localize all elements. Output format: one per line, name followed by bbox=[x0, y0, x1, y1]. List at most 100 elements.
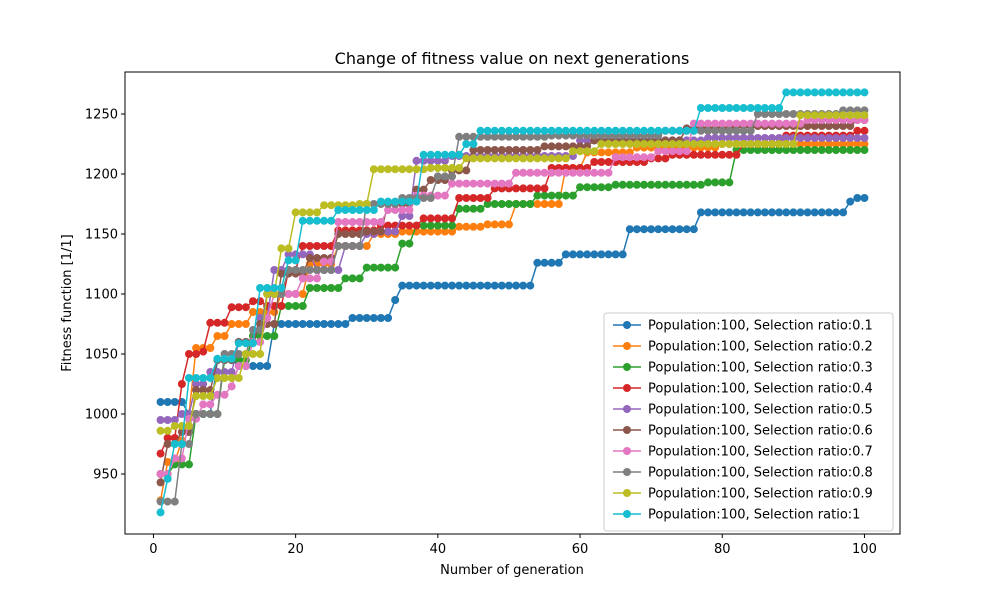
data-point bbox=[654, 126, 663, 135]
data-point bbox=[462, 140, 471, 148]
data-point bbox=[476, 194, 485, 202]
data-point bbox=[782, 208, 791, 217]
legend-marker bbox=[623, 510, 631, 518]
data-point bbox=[348, 274, 357, 283]
data-point bbox=[440, 150, 449, 159]
data-point bbox=[803, 146, 812, 154]
data-point bbox=[192, 410, 201, 418]
data-point bbox=[369, 206, 378, 214]
data-point bbox=[803, 88, 812, 97]
data-point bbox=[775, 104, 784, 112]
data-point bbox=[732, 104, 741, 112]
data-point bbox=[362, 206, 371, 214]
data-point bbox=[298, 216, 307, 225]
data-point bbox=[334, 206, 343, 214]
data-point bbox=[291, 208, 300, 217]
data-point bbox=[184, 440, 193, 448]
data-point bbox=[263, 362, 272, 370]
data-point bbox=[711, 126, 720, 135]
data-point bbox=[732, 126, 741, 135]
data-point bbox=[768, 110, 777, 118]
data-point bbox=[725, 140, 734, 148]
data-point bbox=[270, 320, 279, 328]
data-point bbox=[853, 140, 862, 148]
data-point bbox=[760, 104, 769, 112]
data-point bbox=[426, 281, 435, 290]
data-point bbox=[604, 148, 613, 157]
data-point bbox=[497, 281, 506, 290]
data-point bbox=[760, 140, 769, 148]
data-point bbox=[412, 156, 421, 165]
data-point bbox=[718, 150, 727, 159]
data-point bbox=[789, 208, 798, 217]
data-point bbox=[462, 132, 471, 141]
legend-marker bbox=[623, 321, 631, 329]
data-point bbox=[320, 201, 329, 210]
data-point bbox=[504, 281, 513, 290]
data-point bbox=[810, 111, 819, 120]
data-point bbox=[760, 208, 769, 217]
data-point bbox=[696, 104, 705, 112]
data-point bbox=[248, 362, 257, 370]
data-point bbox=[661, 140, 670, 148]
data-point bbox=[384, 221, 393, 230]
data-point bbox=[817, 88, 826, 97]
data-point bbox=[199, 347, 208, 356]
data-point bbox=[426, 214, 435, 223]
data-point bbox=[163, 458, 172, 466]
data-point bbox=[462, 166, 471, 175]
data-point bbox=[760, 134, 769, 142]
data-point bbox=[803, 111, 812, 120]
data-point bbox=[305, 208, 314, 217]
data-point bbox=[554, 126, 563, 135]
data-point bbox=[384, 206, 393, 214]
data-point bbox=[824, 140, 833, 148]
data-point bbox=[291, 290, 300, 298]
data-point bbox=[504, 179, 513, 188]
data-point bbox=[561, 191, 570, 200]
data-point bbox=[206, 374, 215, 382]
data-point bbox=[270, 332, 279, 340]
legend-label: Population:100, Selection ratio:0.3 bbox=[648, 361, 873, 376]
data-point bbox=[725, 126, 734, 135]
data-point bbox=[696, 180, 705, 189]
chart-title: Change of fitness value on next generati… bbox=[335, 49, 690, 68]
data-point bbox=[341, 320, 350, 328]
data-point bbox=[632, 225, 641, 234]
data-point bbox=[163, 497, 172, 506]
data-point bbox=[661, 147, 670, 156]
data-point bbox=[512, 154, 521, 163]
data-point bbox=[753, 146, 762, 154]
data-point bbox=[526, 154, 535, 163]
data-point bbox=[782, 134, 791, 142]
data-point bbox=[696, 126, 705, 135]
data-point bbox=[682, 126, 691, 135]
data-point bbox=[547, 154, 556, 163]
data-point bbox=[298, 266, 307, 274]
legend-label: Population:100, Selection ratio:1 bbox=[648, 508, 860, 523]
data-point bbox=[668, 140, 677, 148]
data-point bbox=[291, 302, 300, 310]
data-point bbox=[540, 184, 549, 193]
data-point bbox=[547, 168, 556, 177]
legend-marker bbox=[623, 405, 631, 413]
data-point bbox=[590, 168, 599, 177]
data-point bbox=[519, 126, 528, 135]
data-point bbox=[298, 320, 307, 328]
data-point bbox=[696, 119, 705, 128]
data-point bbox=[576, 126, 585, 135]
data-point bbox=[376, 218, 385, 226]
data-point bbox=[704, 119, 713, 128]
data-point bbox=[256, 362, 265, 370]
legend-label: Population:100, Selection ratio:0.8 bbox=[648, 466, 873, 481]
data-point bbox=[803, 208, 812, 217]
data-point bbox=[640, 140, 649, 148]
data-point bbox=[490, 179, 499, 188]
data-point bbox=[561, 154, 570, 163]
data-point bbox=[810, 208, 819, 217]
data-point bbox=[789, 88, 798, 97]
data-point bbox=[782, 146, 791, 154]
data-point bbox=[462, 222, 471, 231]
data-point bbox=[746, 208, 755, 217]
data-point bbox=[832, 208, 841, 217]
